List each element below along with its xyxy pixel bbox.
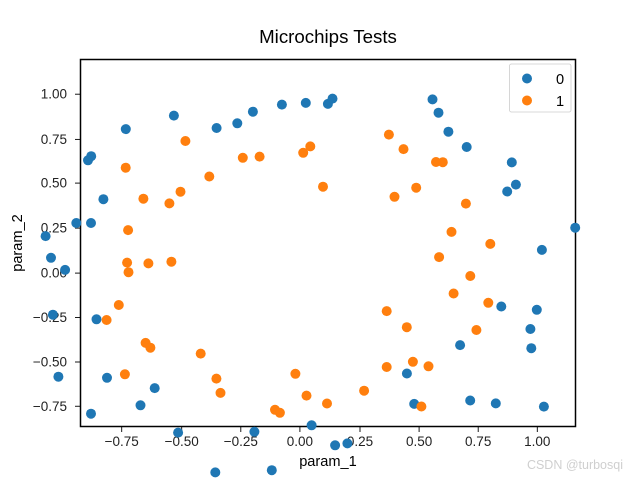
svg-text:−0.75: −0.75 — [33, 399, 67, 414]
svg-text:1.00: 1.00 — [524, 434, 550, 449]
svg-text:1.00: 1.00 — [41, 87, 67, 102]
svg-text:−0.75: −0.75 — [105, 434, 139, 449]
svg-text:0.50: 0.50 — [406, 434, 432, 449]
svg-text:1: 1 — [556, 94, 564, 110]
svg-text:−0.50: −0.50 — [33, 355, 67, 370]
svg-text:0: 0 — [556, 72, 564, 88]
svg-text:0.50: 0.50 — [41, 176, 67, 191]
svg-text:0.75: 0.75 — [41, 132, 67, 147]
svg-text:param_1: param_1 — [299, 454, 357, 470]
svg-text:param_2: param_2 — [10, 214, 26, 272]
svg-text:Microchips Tests: Microchips Tests — [259, 26, 397, 47]
svg-text:−0.50: −0.50 — [165, 434, 199, 449]
svg-text:0.00: 0.00 — [287, 434, 313, 449]
svg-text:0.75: 0.75 — [465, 434, 491, 449]
